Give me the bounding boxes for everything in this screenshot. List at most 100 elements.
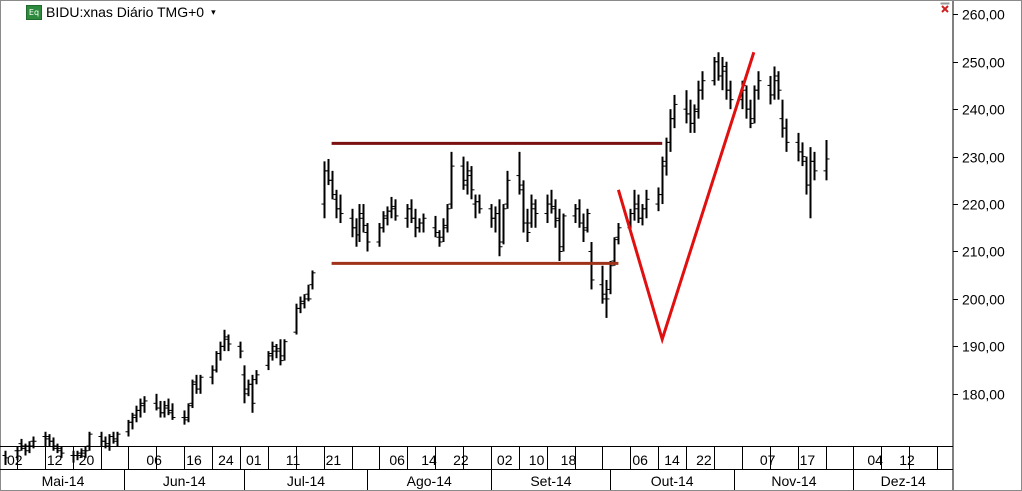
price-bar [695, 80, 702, 119]
price-bar [181, 410, 188, 425]
price-bar [337, 194, 344, 224]
price-bar [376, 223, 383, 247]
price-bar [719, 56, 726, 91]
price-bar [743, 85, 750, 119]
price-bar [82, 446, 89, 458]
day-tick-label: 01 [246, 452, 262, 468]
close-icon[interactable] [940, 2, 950, 14]
day-tick-label: 06 [632, 452, 648, 468]
chart-title-bar[interactable]: Eq BIDU:xnas Diário TMG+0 ▾ [26, 3, 216, 21]
plot-area [2, 51, 830, 465]
day-tick-label: 22 [696, 452, 712, 468]
price-bar [265, 351, 272, 371]
price-bar [305, 284, 312, 302]
price-bar [444, 204, 451, 233]
price-bar [329, 170, 336, 200]
price-bar [448, 151, 455, 209]
price-bar [420, 213, 427, 233]
price-bar [811, 151, 818, 181]
month-tick-label: Nov-14 [771, 473, 816, 489]
month-tick-label: Out-14 [651, 473, 694, 489]
price-bar [54, 443, 61, 454]
price-bar [699, 71, 706, 100]
price-bar [277, 339, 284, 366]
day-tick-label: 07 [760, 452, 776, 468]
price-bar [639, 204, 646, 226]
price-bar [253, 370, 260, 385]
price-bar [615, 223, 622, 245]
price-bar [74, 450, 81, 461]
price-bar [803, 156, 810, 195]
day-tick-label: 02 [497, 452, 513, 468]
price-bar [408, 199, 415, 224]
price-bar [440, 218, 447, 243]
price-bar [556, 208, 563, 261]
price-bar [496, 199, 503, 257]
price-tick-label: 210,00 [962, 244, 1005, 260]
price-bar [631, 189, 638, 221]
price-bars [2, 52, 830, 465]
price-bar [468, 166, 475, 200]
price-bar [492, 206, 499, 233]
day-tick-label: 06 [389, 452, 405, 468]
price-tick-label: 220,00 [962, 197, 1005, 213]
price-bar [472, 194, 479, 219]
price-bar [269, 341, 276, 361]
price-bar [460, 156, 467, 190]
price-bar [823, 140, 830, 181]
price-bar [416, 218, 423, 233]
price-bar [795, 132, 802, 162]
price-bar [488, 204, 495, 228]
price-bar [18, 438, 25, 451]
price-bar [691, 104, 698, 133]
price-bar [301, 294, 308, 309]
price-bar [249, 374, 256, 413]
price-tick-label: 230,00 [962, 150, 1005, 166]
price-bar [671, 94, 678, 129]
price-bar [464, 161, 471, 195]
price-bar [500, 204, 507, 245]
price-bar [86, 431, 93, 451]
price-bar [580, 213, 587, 243]
trend-annotations [331, 51, 756, 345]
day-tick-label: 10 [529, 452, 545, 468]
price-bar [771, 66, 778, 100]
day-tick-label: 12 [47, 452, 63, 468]
price-bar [723, 61, 730, 100]
price-bar [687, 99, 694, 133]
price-bar [137, 398, 144, 418]
price-bar [209, 365, 216, 385]
price-bar [161, 400, 168, 418]
price-bar [189, 379, 196, 409]
price-tick-label: 250,00 [962, 55, 1005, 71]
price-bar [404, 204, 411, 228]
price-bar [747, 99, 754, 129]
price-bar [129, 412, 136, 430]
price-bar [157, 400, 164, 418]
price-bar [751, 85, 758, 124]
month-tick-label: Ago-14 [407, 473, 452, 489]
equity-icon: Eq [26, 4, 42, 20]
price-bar [213, 351, 220, 373]
day-tick-label: 17 [800, 452, 816, 468]
day-tick-label: 06 [146, 452, 162, 468]
day-tick-label: 20 [79, 452, 95, 468]
price-bar [42, 431, 49, 446]
price-bar [528, 194, 535, 228]
price-bar [26, 441, 33, 454]
price-bar [309, 270, 316, 290]
price-bar [799, 142, 806, 167]
price-bar [552, 199, 559, 228]
price-bar [388, 196, 395, 219]
price-bar [436, 230, 443, 247]
day-tick-label: 18 [561, 452, 577, 468]
price-bar [380, 211, 387, 233]
price-tick-label: 180,00 [962, 387, 1005, 403]
month-tick-label: Jun-14 [163, 473, 206, 489]
price-bar [364, 223, 371, 252]
price-bar [683, 90, 690, 124]
price-bar [643, 189, 650, 219]
price-bar [544, 194, 551, 224]
chevron-down-icon[interactable]: ▾ [211, 6, 216, 17]
